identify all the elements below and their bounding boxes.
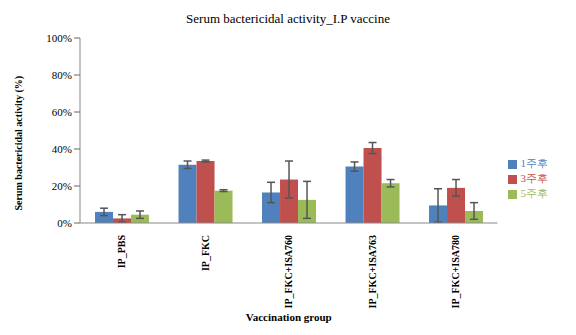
html-text:5주후: 5주후 xyxy=(520,187,548,199)
svg-text:IP_FKC: IP_FKC xyxy=(200,235,211,271)
svg-text:100%: 100% xyxy=(46,32,72,44)
svg-text:IP_PBS: IP_PBS xyxy=(116,235,127,269)
html-text:Serum bactericidal activity_I.: Serum bactericidal activity_I.P vaccine xyxy=(186,11,390,26)
svg-text:IP_FKC+ISA760: IP_FKC+ISA760 xyxy=(283,235,294,308)
svg-text:IP_FKC+ISA780: IP_FKC+ISA780 xyxy=(450,235,461,308)
svg-text:40%: 40% xyxy=(52,143,72,155)
svg-text:Serum bactericidal activity (%: Serum bactericidal activity (%) xyxy=(13,76,25,211)
html-text:3주후: 3주후 xyxy=(520,172,548,184)
svg-text:Vaccination group: Vaccination group xyxy=(246,311,332,323)
svg-text:80%: 80% xyxy=(52,69,72,81)
svg-text:IP_FKC+ISA763: IP_FKC+ISA763 xyxy=(367,235,378,308)
html-text:1주후: 1주후 xyxy=(520,157,548,169)
svg-text:20%: 20% xyxy=(52,180,72,192)
svg-text:60%: 60% xyxy=(52,106,72,118)
svg-text:0%: 0% xyxy=(57,217,72,229)
